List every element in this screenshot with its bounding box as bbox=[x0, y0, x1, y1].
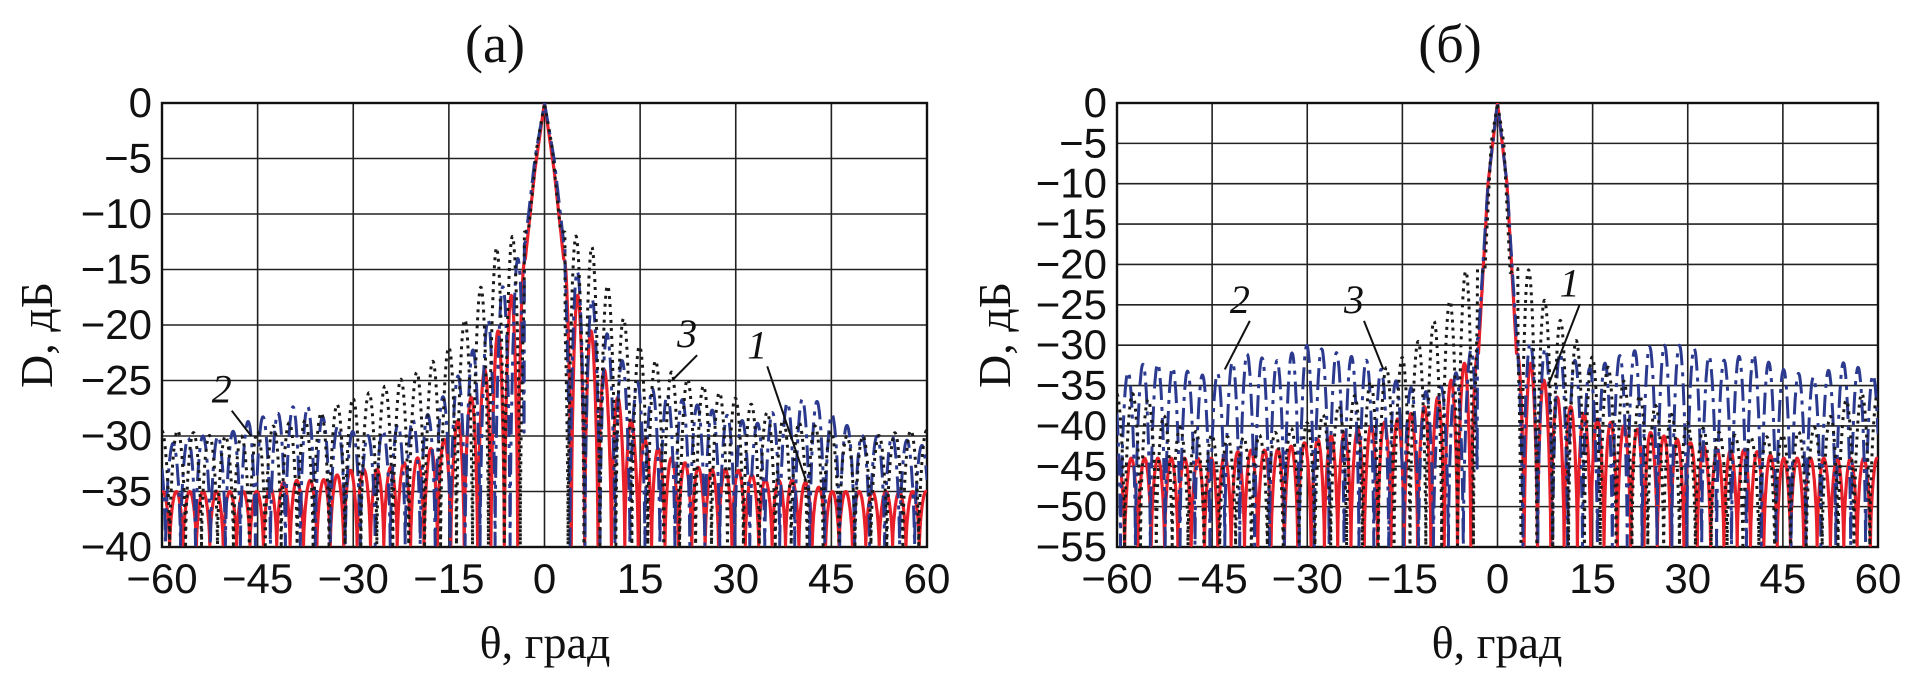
x-ticks-a: −60 −45 −30 −15 0 15 30 45 60 bbox=[126, 555, 950, 602]
curve-labels-b: 1 2 3 bbox=[1223, 261, 1581, 386]
y-ticks-a: 0 −5 −10 −15 −20 −25 −30 −35 −40 bbox=[81, 79, 152, 570]
curve-label: 1 bbox=[747, 322, 767, 367]
curve-label: 2 bbox=[1230, 277, 1250, 322]
series-line-dashdot bbox=[1117, 103, 1878, 547]
chart-panel-b: 0−5−10−15−20−25−30−35−40−45−50−55 −60 −45… bbox=[969, 14, 1901, 668]
y-tick-label: −50 bbox=[1036, 483, 1107, 530]
curve-label-leader bbox=[1223, 320, 1251, 370]
x-tick-label: −15 bbox=[1367, 555, 1438, 602]
curve-label: 3 bbox=[676, 311, 697, 356]
y-tick-label: −45 bbox=[1036, 442, 1107, 489]
curve-label: 2 bbox=[212, 367, 232, 412]
y-tick-label: −15 bbox=[81, 246, 152, 293]
curve-label-leader bbox=[230, 410, 253, 437]
y-tick-label: −30 bbox=[1036, 321, 1107, 368]
y-tick-label: −20 bbox=[81, 301, 152, 348]
chart-title-b: (б) bbox=[1418, 14, 1481, 74]
x-tick-label: 30 bbox=[1664, 555, 1711, 602]
curve-label: 3 bbox=[1343, 277, 1364, 322]
series-line-solid bbox=[162, 103, 927, 547]
y-tick-label: −30 bbox=[81, 412, 152, 459]
x-tick-label: −60 bbox=[1081, 555, 1152, 602]
chart-title-a: (а) bbox=[465, 14, 525, 74]
y-tick-label: −10 bbox=[1036, 160, 1107, 207]
y-tick-label: −40 bbox=[81, 523, 152, 570]
chart-panel-a: 0 −5 −10 −15 −20 −25 −30 −35 −40 −60 −45 −30 −15 0 15… bbox=[11, 14, 950, 668]
y-axis-label-b: D, дБ bbox=[969, 282, 1020, 388]
y-tick-label: −55 bbox=[1036, 523, 1107, 570]
series-line-dashdot bbox=[162, 103, 927, 547]
curve-label-leader bbox=[766, 365, 807, 481]
y-tick-label: −35 bbox=[81, 468, 152, 515]
x-tick-label: 0 bbox=[1486, 555, 1509, 602]
y-tick-label: −15 bbox=[1036, 200, 1107, 247]
x-tick-label: 0 bbox=[533, 555, 556, 602]
x-tick-label: 15 bbox=[1569, 555, 1616, 602]
grid-b bbox=[1115, 101, 1880, 549]
y-tick-label: −20 bbox=[1036, 240, 1107, 287]
x-tick-label: −45 bbox=[222, 555, 293, 602]
y-tick-label: −25 bbox=[1036, 281, 1107, 328]
x-tick-label: 45 bbox=[1760, 555, 1807, 602]
x-tick-label: 45 bbox=[808, 555, 855, 602]
x-ticks-b: −60 −45 −30 −15 0 15 30 45 60 bbox=[1081, 555, 1901, 602]
x-tick-label: −45 bbox=[1177, 555, 1248, 602]
x-axis-label-b: θ, град bbox=[1432, 617, 1563, 668]
y-tick-label: −25 bbox=[81, 357, 152, 404]
x-tick-label: 60 bbox=[904, 555, 951, 602]
curve-label-leader bbox=[671, 354, 698, 382]
x-tick-label: −30 bbox=[1272, 555, 1343, 602]
x-tick-label: 15 bbox=[617, 555, 664, 602]
grid-a bbox=[160, 101, 929, 549]
x-tick-label: −15 bbox=[413, 555, 484, 602]
y-tick-label: −5 bbox=[1059, 119, 1107, 166]
x-axis-label-a: θ, град bbox=[480, 617, 611, 668]
series-line-solid bbox=[1117, 103, 1878, 547]
x-tick-label: −60 bbox=[126, 555, 197, 602]
plot-area-a bbox=[162, 103, 927, 547]
y-tick-label: −40 bbox=[1036, 402, 1107, 449]
curve-label-leader bbox=[1547, 304, 1581, 386]
y-tick-label: −10 bbox=[81, 190, 152, 237]
y-axis-label-a: D, дБ bbox=[11, 282, 62, 388]
y-tick-label: −35 bbox=[1036, 362, 1107, 409]
y-tick-label: 0 bbox=[1084, 79, 1107, 126]
y-tick-label: 0 bbox=[129, 79, 152, 126]
y-tick-label: −5 bbox=[104, 135, 152, 182]
plot-area-b bbox=[1117, 103, 1878, 547]
y-ticks-b: 0−5−10−15−20−25−30−35−40−45−50−55 bbox=[1036, 79, 1107, 570]
curve-label: 1 bbox=[1560, 261, 1580, 306]
x-tick-label: 30 bbox=[712, 555, 759, 602]
x-tick-label: −30 bbox=[318, 555, 389, 602]
x-tick-label: 60 bbox=[1855, 555, 1902, 602]
curve-label-leader bbox=[1363, 320, 1385, 370]
curve-labels-a: 1 2 3 bbox=[212, 311, 807, 481]
